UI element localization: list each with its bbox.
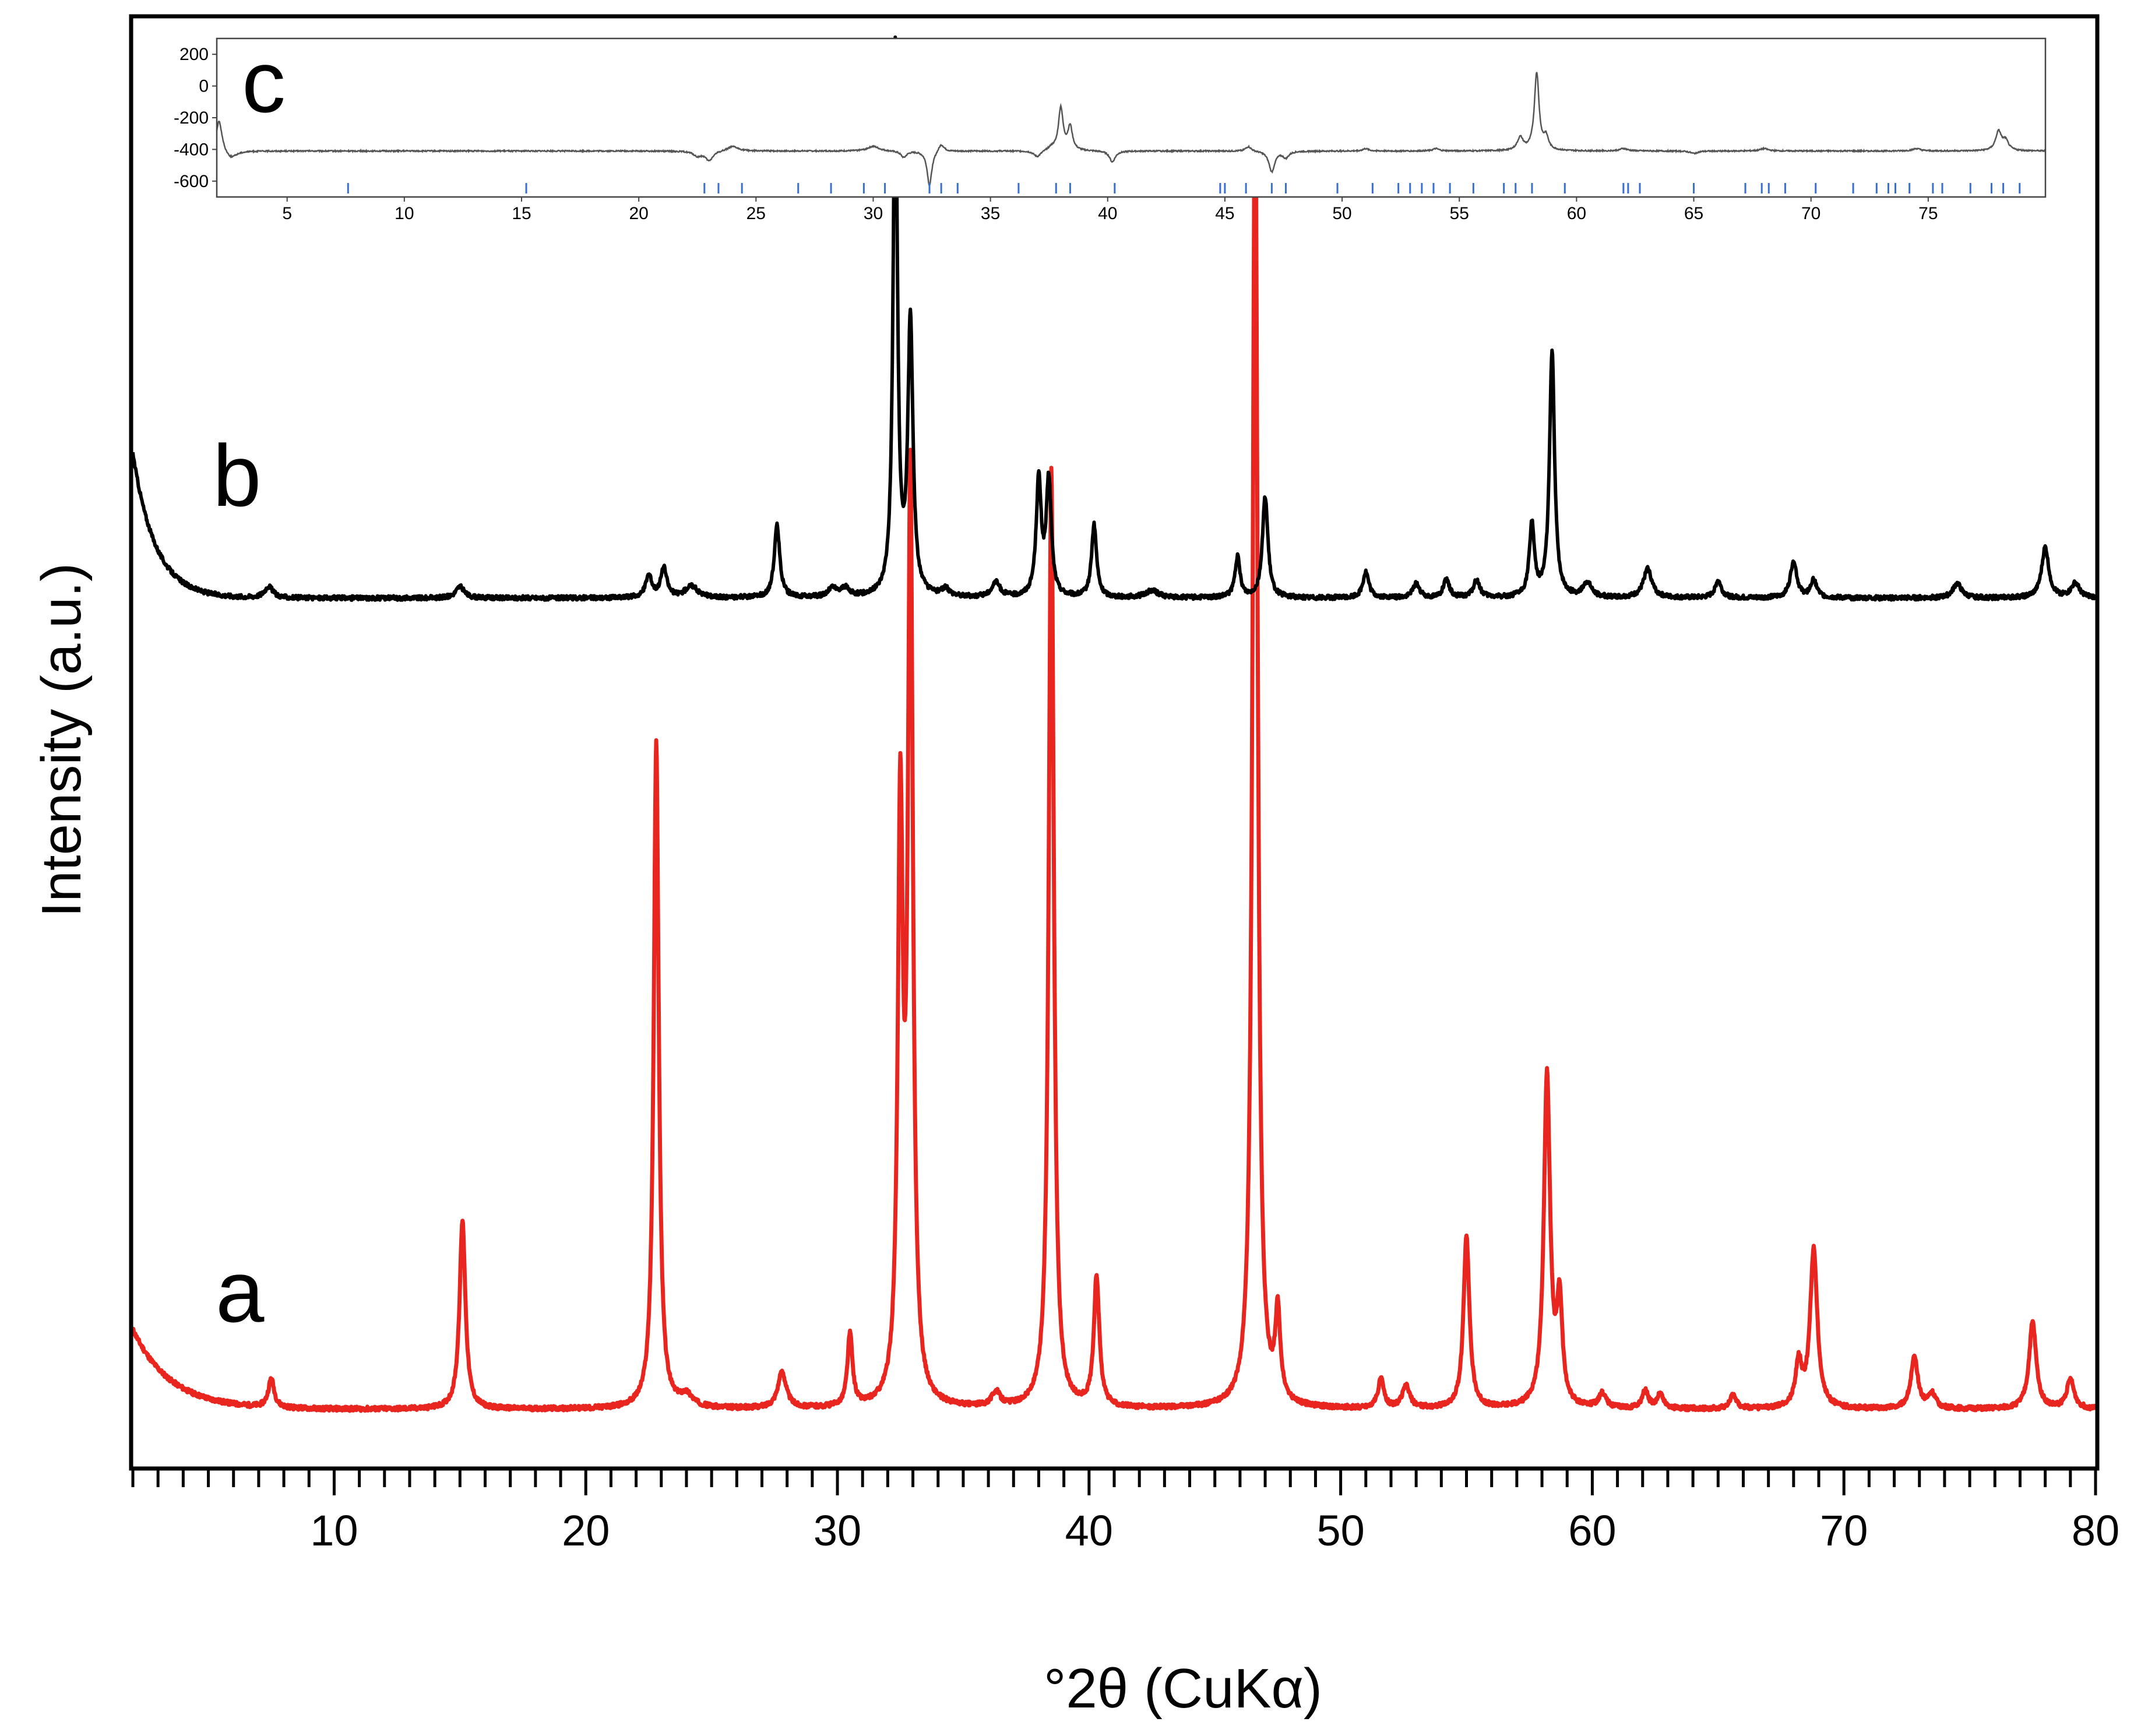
inset-y-tick-label: 0	[199, 77, 209, 96]
x-tick-label: 60	[1568, 1506, 1616, 1555]
inset-y-tick-label: -600	[174, 172, 209, 191]
difference-curve	[216, 72, 2047, 187]
inset-x-tick-label: 45	[1215, 204, 1234, 223]
x-tick-label: 50	[1316, 1506, 1364, 1555]
x-tick-label: 10	[310, 1506, 358, 1555]
inset-x-tick-label: 35	[981, 204, 1000, 223]
inset-x-tick-label: 50	[1332, 204, 1351, 223]
inset-x-ticks: 5 10 15 20 25 30 35 40 45 50 55 60 65 70 75	[282, 197, 1938, 223]
inset-x-tick-label: 70	[1801, 204, 1820, 223]
inset-x-tick-label: 5	[282, 204, 292, 223]
inset-x-tick-label: 25	[746, 204, 766, 223]
series-label-b: b	[213, 427, 261, 524]
inset-y-tick-label: -200	[174, 108, 209, 128]
inset-y-tick-label: 200	[179, 45, 209, 64]
x-tick-label: 20	[562, 1506, 610, 1555]
inset-x-tick-label: 40	[1098, 204, 1117, 223]
x-axis-title: °2θ (CuKα)	[1044, 1657, 1322, 1720]
x-tick-label: 80	[2072, 1506, 2119, 1555]
inset-y-tick-label: -400	[174, 140, 209, 159]
inset-y-ticks: 200 0 -200 -400 -600	[174, 45, 217, 191]
x-tick-label: 70	[1820, 1506, 1868, 1555]
y-axis-title: Intensity (a.u.)	[30, 563, 93, 917]
main-plot-frame	[129, 14, 2100, 1471]
inset-reflection-ticks	[347, 183, 2021, 193]
inset-x-tick-label: 10	[395, 204, 414, 223]
inset-series-group	[216, 72, 2047, 187]
inset-x-tick-label: 75	[1918, 204, 1938, 223]
x-tick-label: 40	[1065, 1506, 1113, 1555]
series-label-a: a	[216, 1242, 265, 1340]
inset-plot-c: 5 10 15 20 25 30 35 40 45 50 55 60 65 70 75 200 0 -200 -4…	[174, 33, 2047, 223]
inset-x-tick-label: 30	[864, 204, 883, 223]
series-line-a	[131, 45, 2098, 1413]
inset-x-tick-label: 15	[512, 204, 531, 223]
panel-label-c: c	[242, 33, 286, 131]
inset-background	[217, 38, 2045, 197]
x-tick-label: 30	[814, 1506, 861, 1555]
main-plot: 10 20 30 40 50 60 70 80 a b °2θ (CuKα) Intensit…	[30, 14, 2119, 1720]
inset-x-tick-label: 60	[1567, 204, 1586, 223]
series-line-b	[131, 35, 2097, 602]
inset-x-tick-label: 65	[1684, 204, 1703, 223]
main-series-group	[131, 35, 2098, 1413]
main-x-ticks: 10 20 30 40 50 60 70 80	[131, 1470, 2119, 1555]
inset-x-tick-label: 20	[629, 204, 648, 223]
inset-x-tick-label: 55	[1450, 204, 1469, 223]
